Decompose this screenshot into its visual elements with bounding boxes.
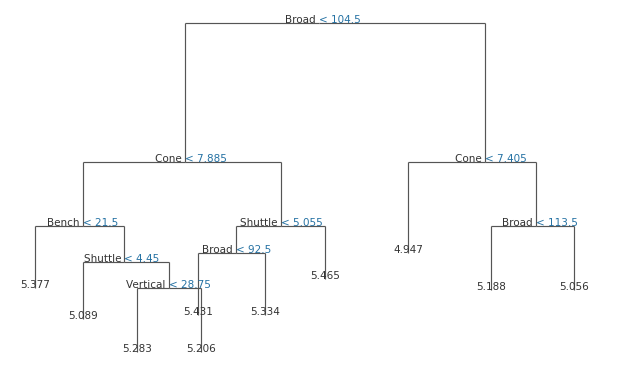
Text: < 104.5: < 104.5 [319,15,360,25]
Text: 5.465: 5.465 [311,271,340,281]
Text: Cone: Cone [155,154,185,164]
Text: Bench: Bench [47,218,83,228]
Text: < 28.75: < 28.75 [169,280,211,290]
Text: 5.334: 5.334 [250,307,279,317]
Text: 5.206: 5.206 [186,345,216,354]
Text: Shuttle: Shuttle [240,218,281,228]
Text: Shuttle: Shuttle [84,254,124,264]
Text: < 4.45: < 4.45 [124,254,160,264]
Text: < 7.405: < 7.405 [485,154,526,164]
Text: 5.283: 5.283 [122,345,152,354]
Text: Broad: Broad [502,218,536,228]
Text: 5.188: 5.188 [477,282,506,292]
Text: Broad: Broad [285,15,319,25]
Text: < 5.055: < 5.055 [281,218,322,228]
Text: 5.431: 5.431 [183,307,212,317]
Text: Cone: Cone [455,154,485,164]
Text: Broad: Broad [202,245,236,254]
Text: Vertical: Vertical [126,280,169,290]
Text: < 92.5: < 92.5 [236,245,271,254]
Text: < 7.885: < 7.885 [185,154,227,164]
Text: < 21.5: < 21.5 [83,218,118,228]
Text: 5.056: 5.056 [560,282,589,292]
Text: 4.947: 4.947 [394,245,423,254]
Text: < 113.5: < 113.5 [536,218,578,228]
Text: 5.089: 5.089 [68,311,98,320]
Text: 5.377: 5.377 [20,280,50,290]
